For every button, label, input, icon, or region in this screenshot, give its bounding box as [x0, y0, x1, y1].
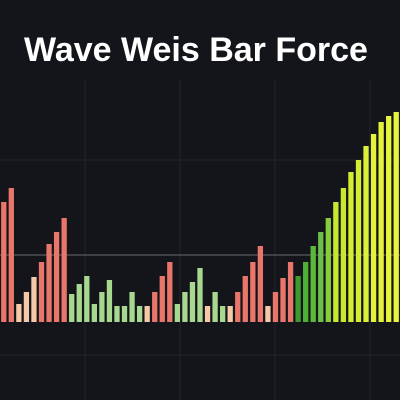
- bar: [31, 277, 37, 322]
- bar: [325, 218, 331, 322]
- bar: [333, 202, 339, 322]
- bar: [295, 276, 301, 322]
- bar: [318, 232, 324, 322]
- bar: [280, 278, 286, 322]
- bar: [106, 280, 113, 322]
- bar: [242, 276, 248, 322]
- bar: [46, 244, 52, 322]
- bar: [250, 262, 256, 322]
- chart-title: Wave Weis Bar Force: [24, 31, 368, 69]
- bar: [386, 116, 392, 322]
- bar: [61, 218, 67, 322]
- grid: [0, 80, 400, 400]
- bar: [340, 188, 347, 322]
- bar: [348, 172, 354, 322]
- bar: [265, 306, 271, 322]
- bar: [129, 292, 135, 322]
- bar: [257, 246, 264, 322]
- bar: [272, 292, 279, 322]
- bar: [355, 160, 362, 322]
- bar: [197, 268, 203, 322]
- bar: [91, 304, 97, 322]
- bar: [38, 262, 45, 322]
- bar: [174, 304, 180, 322]
- bar: [212, 292, 218, 322]
- bar: [76, 284, 82, 322]
- bar: [370, 134, 377, 322]
- bar: [53, 232, 60, 322]
- bar: [84, 276, 90, 322]
- bar: [235, 292, 241, 322]
- bar: [1, 202, 7, 322]
- bar: [287, 262, 294, 322]
- bar: [303, 262, 309, 322]
- bar: [227, 306, 233, 322]
- bar: [136, 306, 143, 322]
- bar: [189, 282, 196, 322]
- bar: [16, 304, 22, 322]
- bar: [99, 292, 105, 322]
- bar: [8, 188, 14, 322]
- bar: [23, 292, 30, 322]
- bar: [167, 262, 173, 322]
- bar: [159, 276, 165, 322]
- bar: [204, 306, 211, 322]
- bar: [152, 292, 158, 322]
- bar: [378, 122, 384, 322]
- bar: [363, 146, 369, 322]
- bar: [144, 306, 150, 322]
- bar: [121, 306, 128, 322]
- bar: [69, 294, 75, 322]
- bar: [310, 246, 316, 322]
- bar: [220, 306, 226, 322]
- bar: [393, 112, 399, 322]
- bar: [182, 292, 188, 322]
- bar: [114, 306, 120, 322]
